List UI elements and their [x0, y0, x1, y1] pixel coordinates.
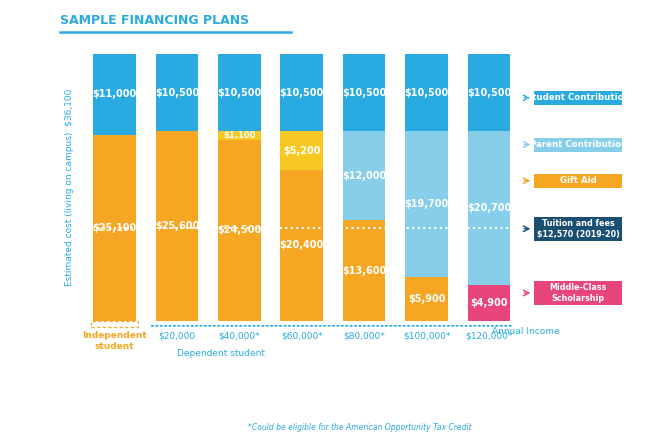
Bar	[281, 132, 323, 170]
FancyBboxPatch shape	[534, 174, 622, 187]
Bar	[91, 321, 137, 327]
Text: $4,900: $4,900	[470, 298, 508, 308]
Text: $11,000: $11,000	[92, 89, 137, 99]
Text: $20,400: $20,400	[279, 241, 324, 250]
Text: $20,700: $20,700	[467, 203, 511, 213]
Bar	[468, 285, 510, 321]
Bar	[343, 220, 385, 321]
Bar	[218, 54, 261, 132]
Text: Tuition and fees
$12,570 (2019-20): Tuition and fees $12,570 (2019-20)	[537, 219, 620, 238]
Text: $5,900: $5,900	[408, 294, 446, 304]
Text: $40,000*: $40,000*	[218, 331, 260, 340]
Text: $80,000*: $80,000*	[343, 331, 385, 340]
Bar	[405, 277, 448, 321]
Text: Parent Contribution: Parent Contribution	[529, 140, 626, 149]
Text: SAMPLE FINANCING PLANS: SAMPLE FINANCING PLANS	[60, 14, 249, 27]
Text: Middle-Class
Scholarship: Middle-Class Scholarship	[549, 283, 607, 303]
Bar	[281, 170, 323, 321]
Text: $10,500: $10,500	[467, 88, 511, 98]
Text: $5,200: $5,200	[283, 146, 320, 156]
Text: Student Contribution: Student Contribution	[527, 93, 630, 103]
Bar	[468, 54, 510, 132]
Bar	[343, 132, 385, 220]
Text: $12,000: $12,000	[342, 171, 386, 181]
Bar	[405, 132, 448, 277]
Bar	[343, 54, 385, 132]
Text: $10,500: $10,500	[279, 88, 324, 98]
Text: $1,100: $1,100	[223, 131, 255, 140]
FancyBboxPatch shape	[534, 217, 622, 241]
Text: $10,500: $10,500	[342, 88, 386, 98]
Y-axis label: Estimated cost (living on campus): $36,100: Estimated cost (living on campus): $36,1…	[65, 89, 74, 286]
Bar	[468, 132, 510, 285]
Bar	[155, 54, 198, 132]
Bar	[155, 132, 198, 321]
Text: $25,100: $25,100	[92, 223, 137, 233]
FancyBboxPatch shape	[534, 281, 622, 305]
Text: $60,000*: $60,000*	[281, 331, 322, 340]
Bar	[93, 135, 136, 321]
Text: $10,500: $10,500	[155, 88, 199, 98]
Text: $13,600: $13,600	[342, 266, 386, 276]
Text: Annual Income: Annual Income	[492, 327, 559, 336]
Bar	[93, 54, 136, 135]
Text: Dependent student: Dependent student	[177, 349, 265, 358]
FancyBboxPatch shape	[534, 138, 622, 151]
Text: $100,000*: $100,000*	[403, 331, 450, 340]
Text: Gift Aid: Gift Aid	[560, 176, 596, 185]
Text: *Could be eligible for the American Opportunity Tax Credit: *Could be eligible for the American Oppo…	[248, 423, 472, 432]
FancyBboxPatch shape	[534, 91, 622, 105]
Text: $19,700: $19,700	[405, 199, 449, 209]
Bar	[281, 54, 323, 132]
Text: $120,000*: $120,000*	[465, 331, 513, 340]
Text: $24,500: $24,500	[217, 225, 261, 235]
Bar	[218, 132, 261, 139]
Text: $10,500: $10,500	[405, 88, 449, 98]
Text: $25,600: $25,600	[155, 221, 199, 231]
Bar	[218, 139, 261, 321]
Text: Independent
student: Independent student	[82, 331, 147, 351]
Text: $20,000: $20,000	[158, 331, 196, 340]
Bar	[405, 54, 448, 132]
Text: $10,500: $10,500	[217, 88, 261, 98]
